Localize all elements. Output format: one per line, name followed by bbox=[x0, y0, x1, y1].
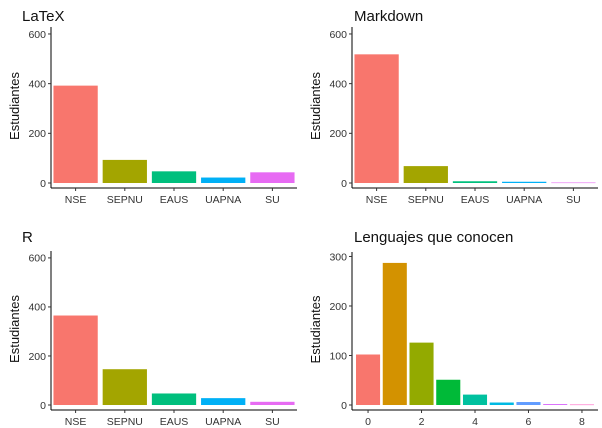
x-tick-label: SU bbox=[566, 194, 581, 206]
chart-panel-2: Markdown 0 200 400 600 NSE SEPNU EAUS UAPNA SU Est… bbox=[308, 8, 598, 206]
x-tick-label: 6 bbox=[526, 416, 532, 428]
bar bbox=[489, 402, 514, 405]
bars bbox=[53, 85, 295, 183]
bar bbox=[382, 262, 407, 405]
bar bbox=[102, 369, 147, 405]
x-tick-label: UAPNA bbox=[506, 194, 542, 206]
panel-title: LaTeX bbox=[22, 8, 65, 25]
bar bbox=[151, 393, 197, 405]
x-tick-label: NSE bbox=[65, 416, 87, 428]
x-tick-label: EAUS bbox=[160, 416, 189, 428]
y-tick-label: 200 bbox=[28, 128, 46, 140]
y-tick-label: 200 bbox=[28, 351, 46, 363]
bars bbox=[356, 262, 594, 406]
x-tick-label: SU bbox=[265, 416, 280, 428]
bar bbox=[151, 171, 197, 183]
x-tick-label: 2 bbox=[419, 416, 425, 428]
bar bbox=[250, 401, 295, 405]
chart-panel-4: Lenguajes que conocen 0 100 200 300 0 2 4 6 8 Estu… bbox=[308, 229, 598, 428]
panel-title: Markdown bbox=[354, 8, 423, 25]
x-tick-label: UAPNA bbox=[205, 416, 241, 428]
bar bbox=[354, 54, 399, 184]
x-tick-label: 4 bbox=[472, 416, 478, 428]
bar bbox=[356, 354, 381, 405]
y-tick-label: 600 bbox=[329, 29, 347, 41]
y-axis-label: Estudiantes bbox=[7, 295, 22, 363]
y-tick-label: 600 bbox=[28, 253, 46, 265]
y-tick-label: 200 bbox=[329, 301, 347, 313]
y-tick-label: 0 bbox=[40, 178, 46, 190]
y-tick-label: 300 bbox=[329, 251, 347, 263]
y-axis-label: Estudiantes bbox=[7, 72, 22, 140]
x-tick-label: UAPNA bbox=[205, 194, 241, 206]
bars bbox=[354, 54, 596, 184]
y-tick-label: 600 bbox=[28, 29, 46, 41]
bar bbox=[403, 166, 448, 183]
y-axis-label: Estudiantes bbox=[308, 72, 323, 140]
x-tick-label: 0 bbox=[365, 416, 371, 428]
x-tick-label: EAUS bbox=[461, 194, 490, 206]
y-tick-label: 400 bbox=[28, 78, 46, 90]
y-tick-label: 0 bbox=[40, 400, 46, 412]
bar bbox=[551, 182, 596, 184]
bar bbox=[409, 342, 434, 405]
bar bbox=[543, 404, 568, 405]
x-tick-label: SEPNU bbox=[408, 194, 444, 206]
y-tick-label: 200 bbox=[329, 128, 347, 140]
y-tick-label: 400 bbox=[28, 302, 46, 314]
bar bbox=[569, 404, 594, 406]
bar bbox=[53, 85, 98, 183]
x-tick-label: SEPNU bbox=[107, 416, 143, 428]
bar bbox=[436, 379, 461, 405]
x-tick-label: NSE bbox=[65, 194, 87, 206]
bar bbox=[502, 181, 547, 183]
bar bbox=[201, 177, 246, 183]
panel-title: Lenguajes que conocen bbox=[354, 229, 513, 246]
x-tick-label: 8 bbox=[579, 416, 585, 428]
x-tick-label: EAUS bbox=[160, 194, 189, 206]
bar bbox=[462, 394, 488, 405]
chart-panel-3: R 0 200 400 600 NSE SEPNU EAUS UAPNA SU Estudiante… bbox=[7, 229, 297, 428]
bar bbox=[201, 398, 246, 405]
x-tick-label: SU bbox=[265, 194, 280, 206]
x-tick-label: NSE bbox=[366, 194, 388, 206]
bar bbox=[250, 172, 295, 183]
bar bbox=[102, 159, 147, 183]
y-tick-label: 0 bbox=[341, 400, 347, 412]
chart-panel-1: LaTeX 0 200 400 600 NSE SEPNU EAUS UAPNA SU Estudi… bbox=[7, 8, 297, 206]
bars bbox=[53, 315, 295, 405]
y-tick-label: 0 bbox=[341, 178, 347, 190]
bar bbox=[53, 315, 98, 405]
bar bbox=[516, 402, 541, 405]
bar bbox=[452, 181, 498, 183]
y-tick-label: 100 bbox=[329, 350, 347, 362]
panel-title: R bbox=[22, 229, 33, 246]
y-tick-label: 400 bbox=[329, 78, 347, 90]
x-tick-label: SEPNU bbox=[107, 194, 143, 206]
y-axis-label: Estudiantes bbox=[308, 295, 323, 363]
